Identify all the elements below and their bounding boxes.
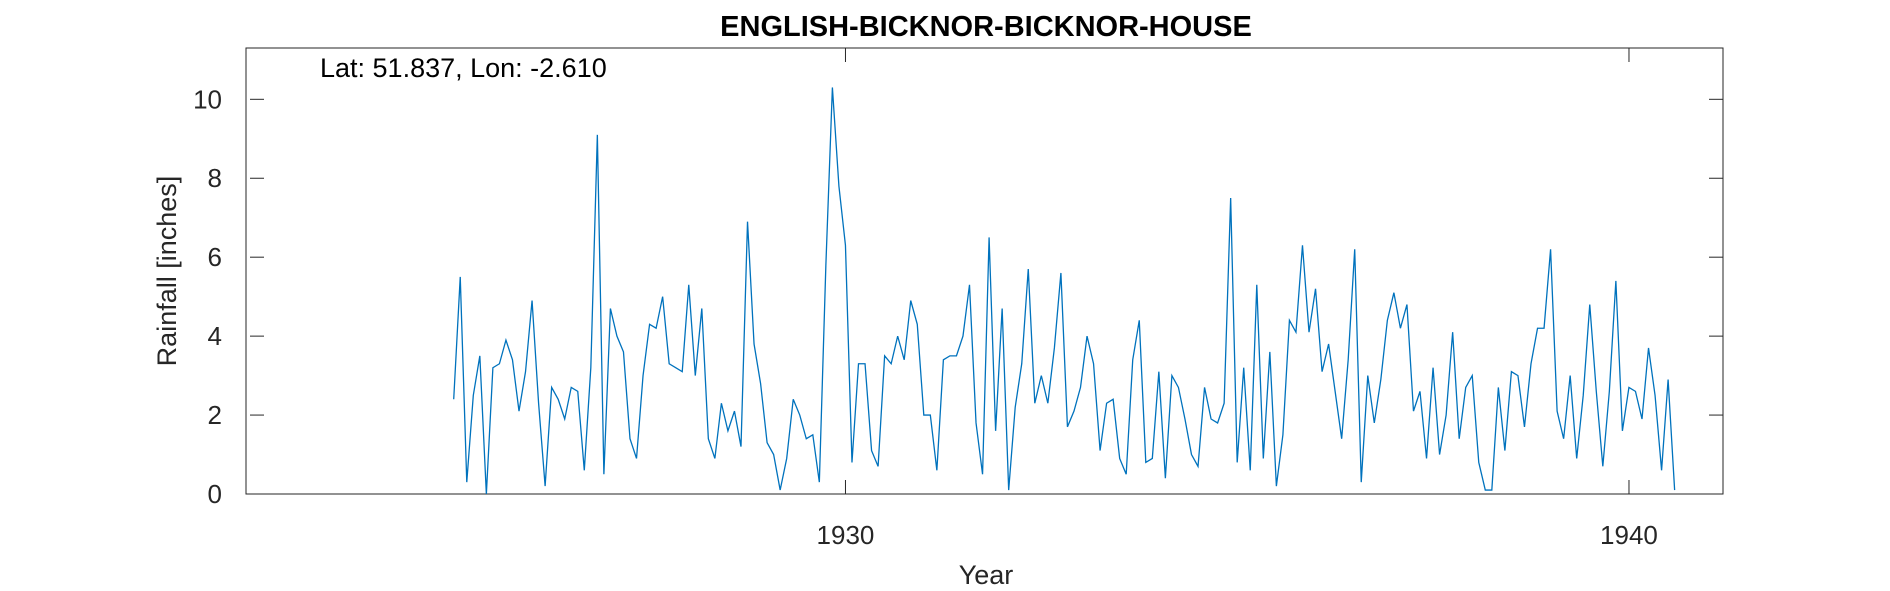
location-annotation: Lat: 51.837, Lon: -2.610 xyxy=(320,53,607,83)
y-axis-label: Rainfall [inches] xyxy=(152,176,182,367)
y-tick-label: 6 xyxy=(208,242,222,272)
axes xyxy=(245,47,1724,495)
x-axis-ticks: 1930 1940 xyxy=(817,48,1658,550)
y-tick-label: 2 xyxy=(208,400,222,430)
x-tick-label: 1940 xyxy=(1600,520,1658,550)
y-tick-label: 0 xyxy=(208,479,222,509)
x-tick-label: 1930 xyxy=(817,520,875,550)
y-tick-label: 8 xyxy=(208,163,222,193)
y-tick-label: 10 xyxy=(193,84,222,114)
x-axis-label: Year xyxy=(959,560,1014,590)
plot-area-frame xyxy=(245,47,1724,495)
series-group xyxy=(453,87,1676,495)
y-axis-ticks: 0 2 4 6 8 10 xyxy=(193,84,1723,509)
y-tick-label: 4 xyxy=(208,321,222,351)
rainfall-series-line xyxy=(453,87,1676,495)
chart-title: ENGLISH-BICKNOR-BICKNOR-HOUSE xyxy=(720,11,1252,43)
